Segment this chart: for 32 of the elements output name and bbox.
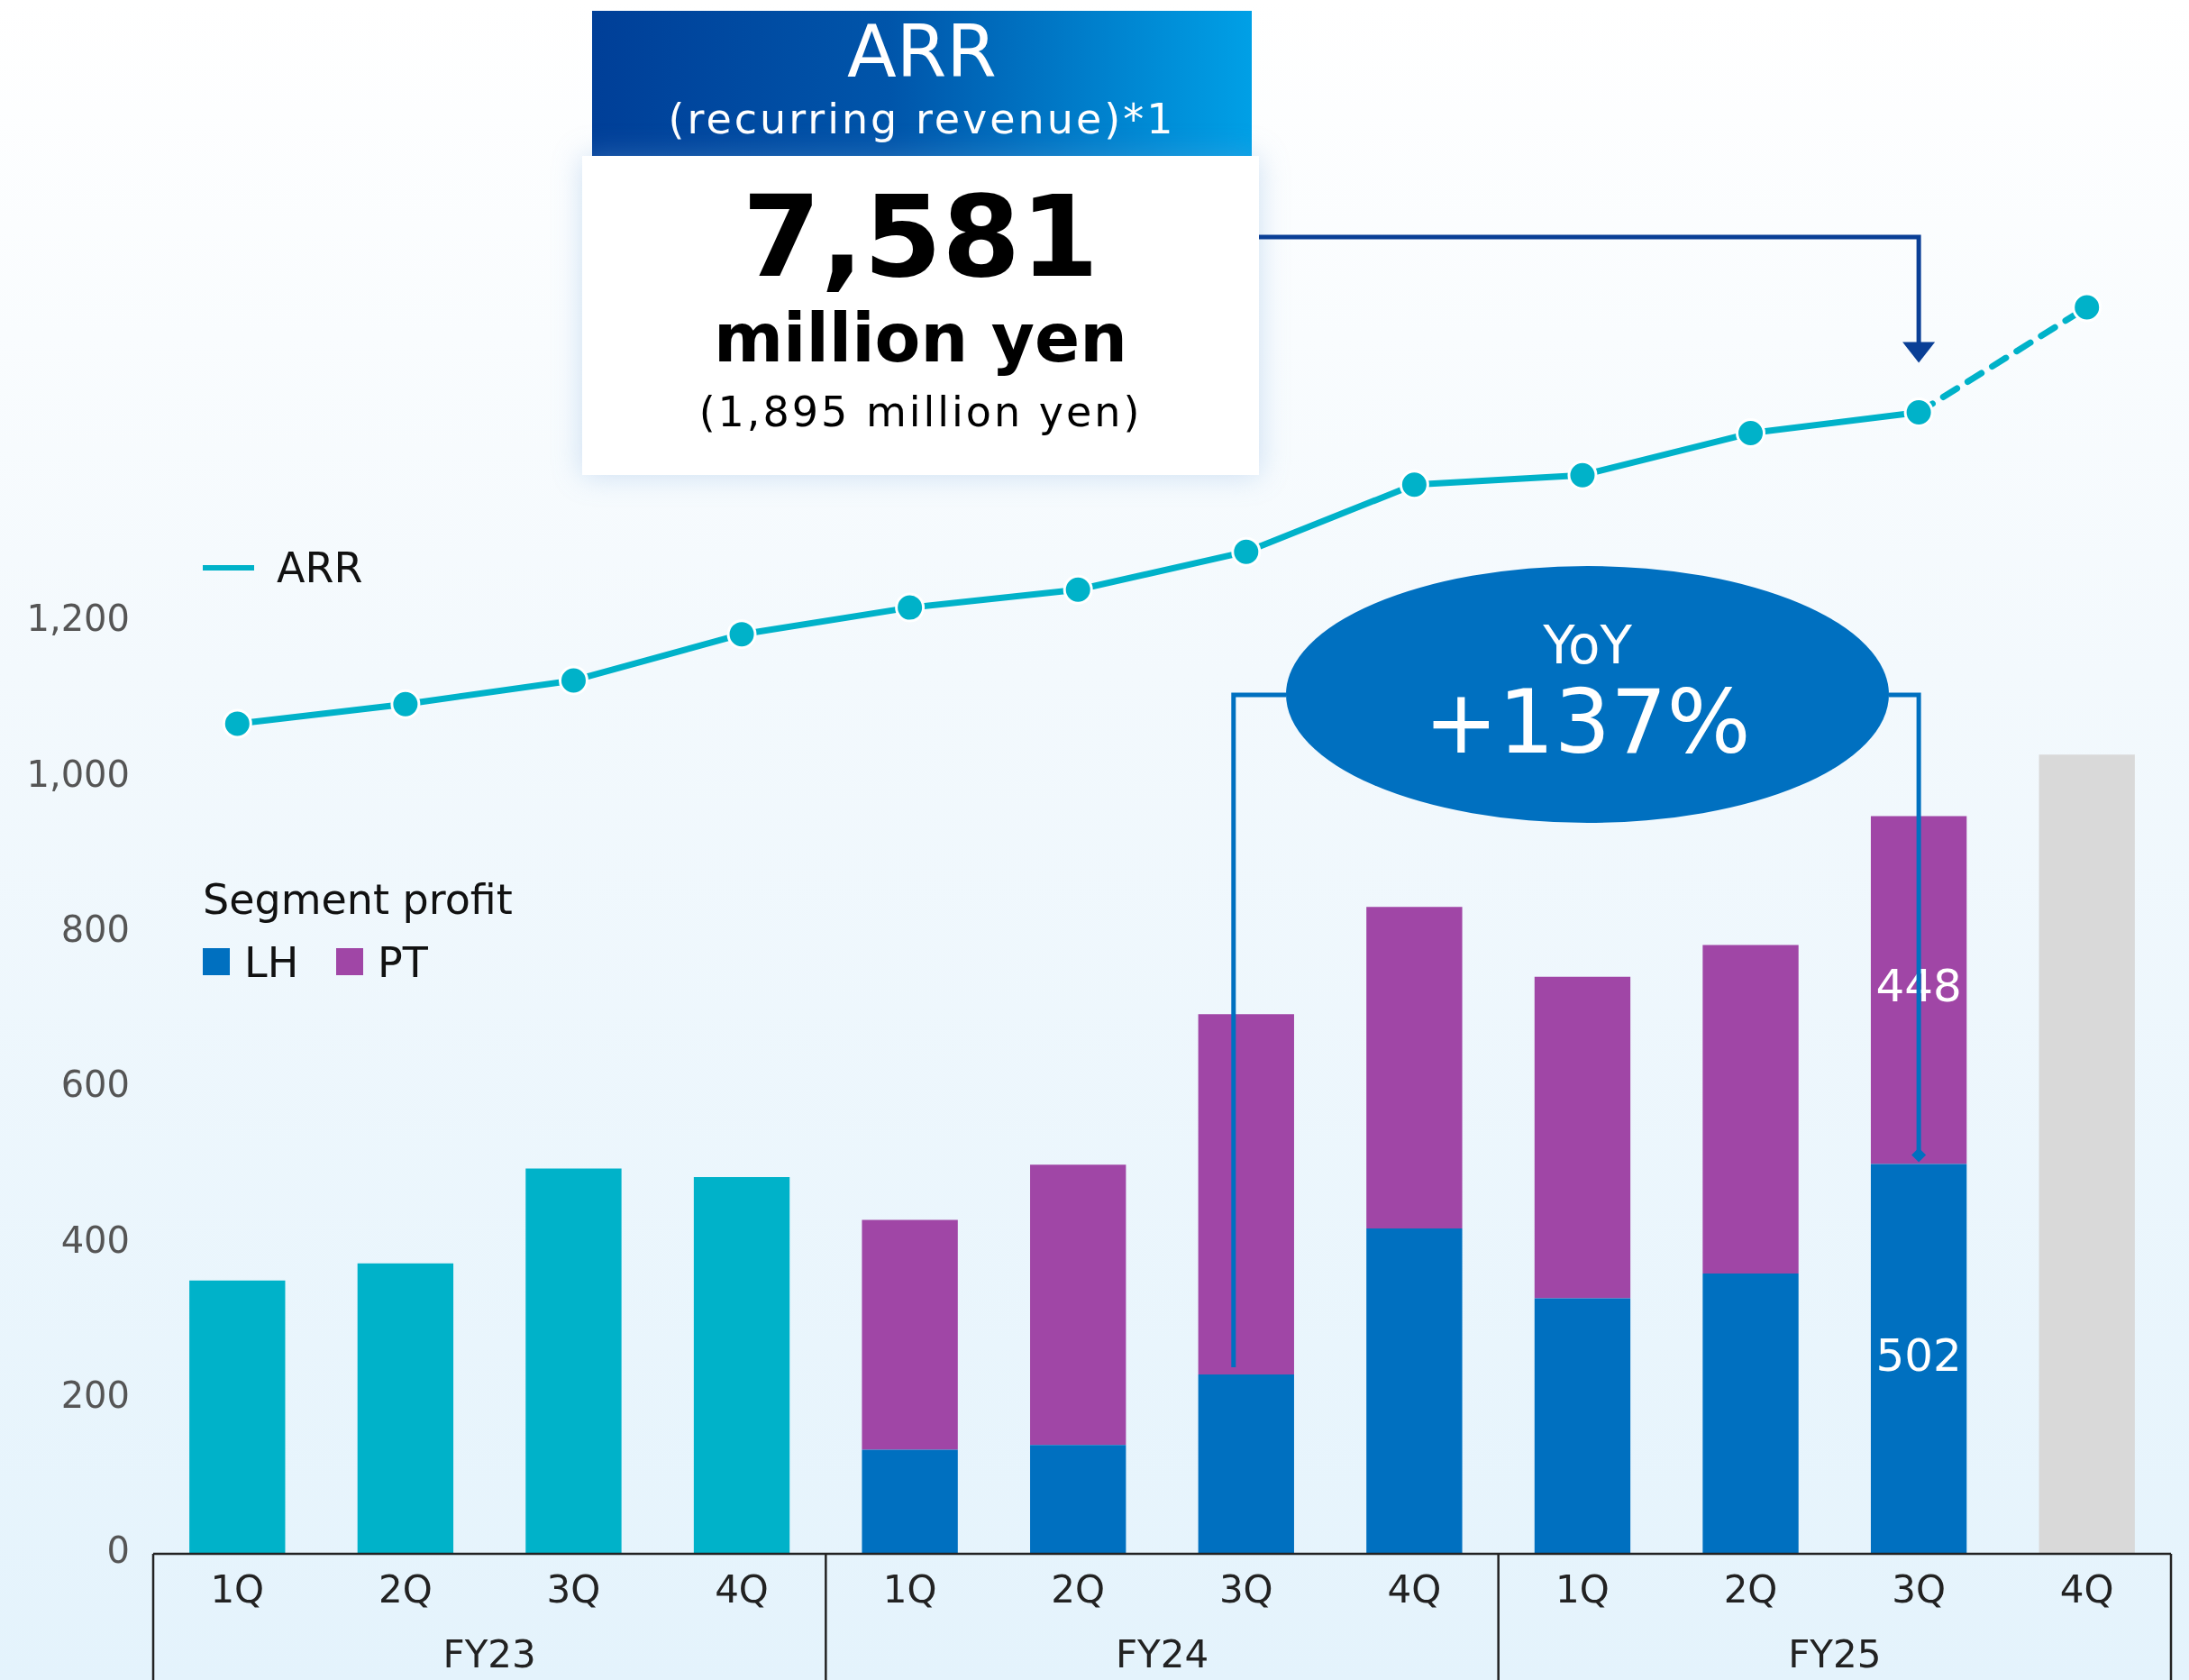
- text: FY23: [442, 1631, 536, 1676]
- x-tick-label: 4Q: [2059, 1567, 2114, 1612]
- text: 7,581: [741, 171, 1100, 302]
- y-tick-label: 1,200: [26, 598, 130, 640]
- x-tick-label: 3Q: [546, 1567, 601, 1612]
- y-tick-label: 800: [60, 908, 130, 951]
- x-tick-label: 2Q: [1051, 1567, 1106, 1612]
- legend-title: Segment profit: [203, 874, 513, 926]
- text: FY24: [1115, 1631, 1209, 1676]
- text: (recurring revenue)*1: [667, 94, 1177, 144]
- x-tick-label: 3Q: [1218, 1567, 1273, 1612]
- legend-label: ARR: [277, 543, 363, 594]
- x-tick-label: 1Q: [1555, 1567, 1610, 1612]
- x-tick-label: 1Q: [882, 1567, 937, 1612]
- legend-label: LH: [244, 937, 299, 989]
- text: FY25: [1788, 1631, 1882, 1676]
- x-tick-label: 1Q: [210, 1567, 265, 1612]
- y-tick-label: 0: [106, 1529, 130, 1572]
- y-tick-label: 600: [60, 1064, 130, 1106]
- y-tick-label: 400: [60, 1219, 130, 1261]
- y-tick-label: 1,000: [26, 753, 130, 795]
- x-tick-label: 2Q: [1723, 1567, 1778, 1612]
- x-tick-label: 4Q: [715, 1567, 769, 1612]
- annotation: (1,895 million yen): [698, 387, 1144, 438]
- x-tick-label: 4Q: [1387, 1567, 1442, 1612]
- x-tick-label: 3Q: [1892, 1567, 1947, 1612]
- y-tick-label: 200: [60, 1374, 130, 1417]
- data-label: 502: [1875, 1328, 1962, 1382]
- legend-label: PT: [378, 937, 428, 989]
- x-tick-label: 2Q: [378, 1567, 433, 1612]
- text: ARR: [846, 10, 998, 94]
- annotation: million yen: [713, 299, 1128, 377]
